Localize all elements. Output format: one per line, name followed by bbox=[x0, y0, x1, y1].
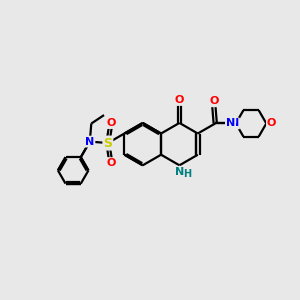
Text: S: S bbox=[103, 136, 112, 150]
Text: O: O bbox=[107, 118, 116, 128]
Text: N: N bbox=[230, 118, 239, 128]
Text: N: N bbox=[85, 136, 94, 147]
Text: H: H bbox=[183, 169, 191, 178]
Text: O: O bbox=[107, 158, 116, 168]
Text: O: O bbox=[175, 95, 184, 105]
Text: N: N bbox=[175, 167, 184, 177]
Text: O: O bbox=[209, 96, 218, 106]
Text: O: O bbox=[267, 118, 276, 128]
Text: N: N bbox=[226, 118, 235, 128]
